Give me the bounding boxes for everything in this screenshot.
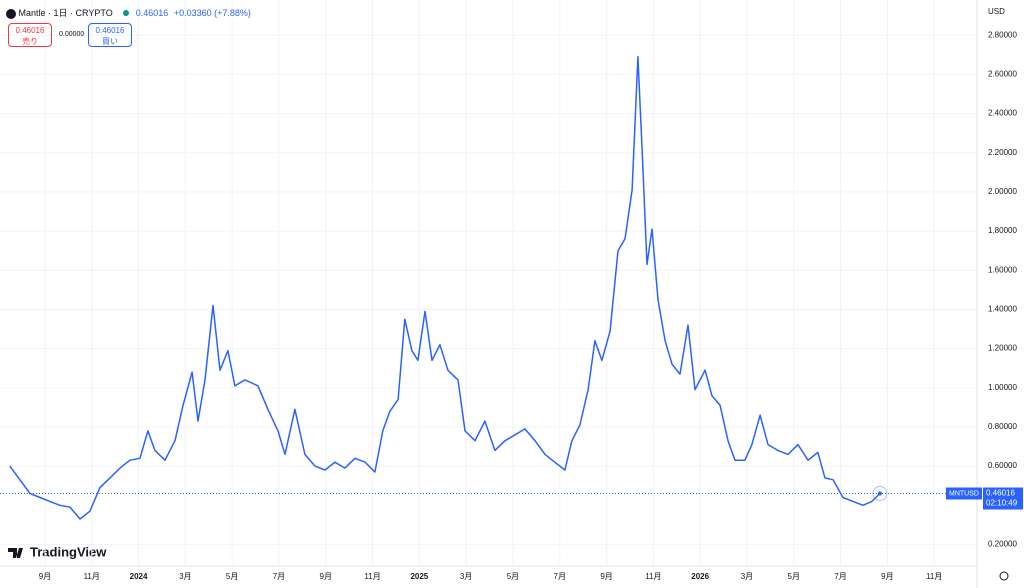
header-price: 0.46016 (135, 8, 169, 18)
x-tick-label: 2024 (130, 572, 148, 581)
x-tick-label: 9月 (881, 572, 893, 581)
x-tick-label: 9月 (600, 572, 612, 581)
x-tick-label: 7月 (554, 572, 566, 581)
x-tick-label: 11月 (926, 572, 942, 581)
price-line (9, 56, 881, 520)
y-tick-label: 2.40000 (988, 109, 1017, 118)
x-tick-label: 3月 (179, 572, 191, 581)
symbol-badge (946, 487, 982, 500)
x-tick-label: 9月 (39, 572, 51, 581)
header-change: +0.03360 (+7.88%) (173, 8, 251, 18)
spread: 0.00000 (59, 31, 85, 38)
sell-price: 0.46016 (15, 26, 45, 35)
y-tick-label: 1.40000 (988, 305, 1017, 314)
x-tick-label: 5月 (226, 572, 238, 581)
y-tick-label: 1.60000 (988, 265, 1017, 274)
y-tick-label: 0.20000 (988, 540, 1017, 549)
y-tick-label: 2.00000 (988, 187, 1017, 196)
grid (0, 0, 977, 566)
x-tick-label: 5月 (788, 572, 800, 581)
last-point-halo (872, 486, 888, 502)
buy-label: 買い (102, 37, 118, 46)
y-tick-label: 0.60000 (988, 461, 1017, 470)
y-tick-label: 2.80000 (988, 30, 1017, 39)
countdown: 02:10:49 (986, 499, 1018, 508)
symbol-header: Mantle · 1日 · CRYPTO 0.46016 +0.03360 (+… (6, 6, 251, 19)
symbol-icon (6, 8, 16, 19)
x-tick-label: 9月 (320, 572, 332, 581)
y-tick-label: 0.80000 (988, 422, 1017, 431)
x-tick-label: 11月 (364, 572, 380, 581)
brand-logo: TradingView (8, 544, 107, 559)
x-tick-label: 7月 (834, 572, 846, 581)
x-tick-label: 11月 (84, 572, 100, 581)
x-tick-label: 3月 (741, 572, 753, 581)
settings-icon[interactable] (999, 571, 1009, 581)
y-tick-label: 2.20000 (988, 148, 1017, 157)
x-tick-label: 5月 (507, 572, 519, 581)
logo-mark (8, 548, 23, 558)
buy-price: 0.46016 (95, 26, 125, 35)
x-tick-label: 2025 (410, 572, 428, 581)
x-tick-label: 3月 (460, 572, 472, 581)
sell-button[interactable]: 0.46016 売り (8, 23, 52, 47)
symbol-title[interactable]: Mantle · 1日 · CRYPTO (18, 8, 113, 18)
x-tick-label: 2026 (691, 572, 709, 581)
y-tick-label: 1.00000 (988, 383, 1017, 392)
market-status (123, 10, 130, 16)
symbol-badge-text: MNTUSD (949, 490, 979, 497)
x-tick-label: 7月 (273, 572, 285, 581)
y-tick-label: 2.60000 (988, 70, 1017, 79)
brand: TradingView (30, 544, 107, 559)
x-tick-label: 11月 (645, 572, 661, 581)
sell-label: 売り (22, 37, 38, 46)
y-tick-label: 1.20000 (988, 344, 1017, 353)
y-tick-label: 1.80000 (988, 226, 1017, 235)
price-badge (983, 487, 1023, 510)
currency[interactable]: USD (988, 7, 1005, 16)
buy-button[interactable]: 0.46016 買い (88, 23, 132, 47)
price-badge-text: 0.46016 (986, 489, 1015, 498)
